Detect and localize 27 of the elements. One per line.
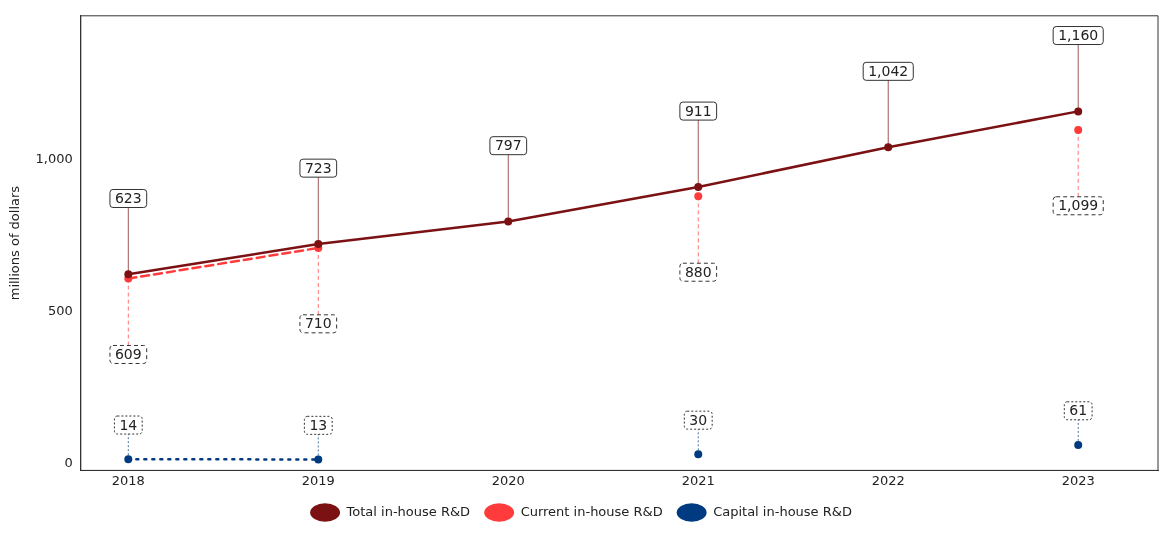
legend-label: Current in-house R&D xyxy=(520,503,663,519)
y-tick-label: 1,000 xyxy=(35,151,73,167)
data-label: 1,042 xyxy=(868,62,909,79)
x-tick-label: 2020 xyxy=(491,472,525,488)
x-tick-label: 2022 xyxy=(871,472,905,488)
data-label: 880 xyxy=(684,263,712,280)
x-tick-label: 2019 xyxy=(301,472,335,488)
data-label: 797 xyxy=(494,137,522,154)
data-label: 911 xyxy=(684,102,712,119)
legend-label: Capital in-house R&D xyxy=(713,503,852,519)
data-label: 1,099 xyxy=(1058,197,1099,214)
data-label: 30 xyxy=(689,411,708,428)
data-label: 723 xyxy=(304,159,332,176)
legend-label: Total in-house R&D xyxy=(345,503,471,519)
data-label: 61 xyxy=(1069,402,1088,419)
x-tick-label: 2021 xyxy=(681,472,715,488)
data-label: 609 xyxy=(114,346,142,363)
data-label: 14 xyxy=(119,416,138,433)
x-tick-label: 2023 xyxy=(1061,472,1095,488)
y-axis-title: millions of dollars xyxy=(7,185,23,301)
data-label: 623 xyxy=(114,190,142,207)
y-tick-label: 0 xyxy=(64,454,73,470)
x-tick-label: 2018 xyxy=(111,472,145,488)
data-label: 13 xyxy=(309,416,328,433)
y-tick-label: 500 xyxy=(47,303,73,319)
data-label: 1,160 xyxy=(1058,27,1099,44)
data-label: 710 xyxy=(304,315,332,332)
